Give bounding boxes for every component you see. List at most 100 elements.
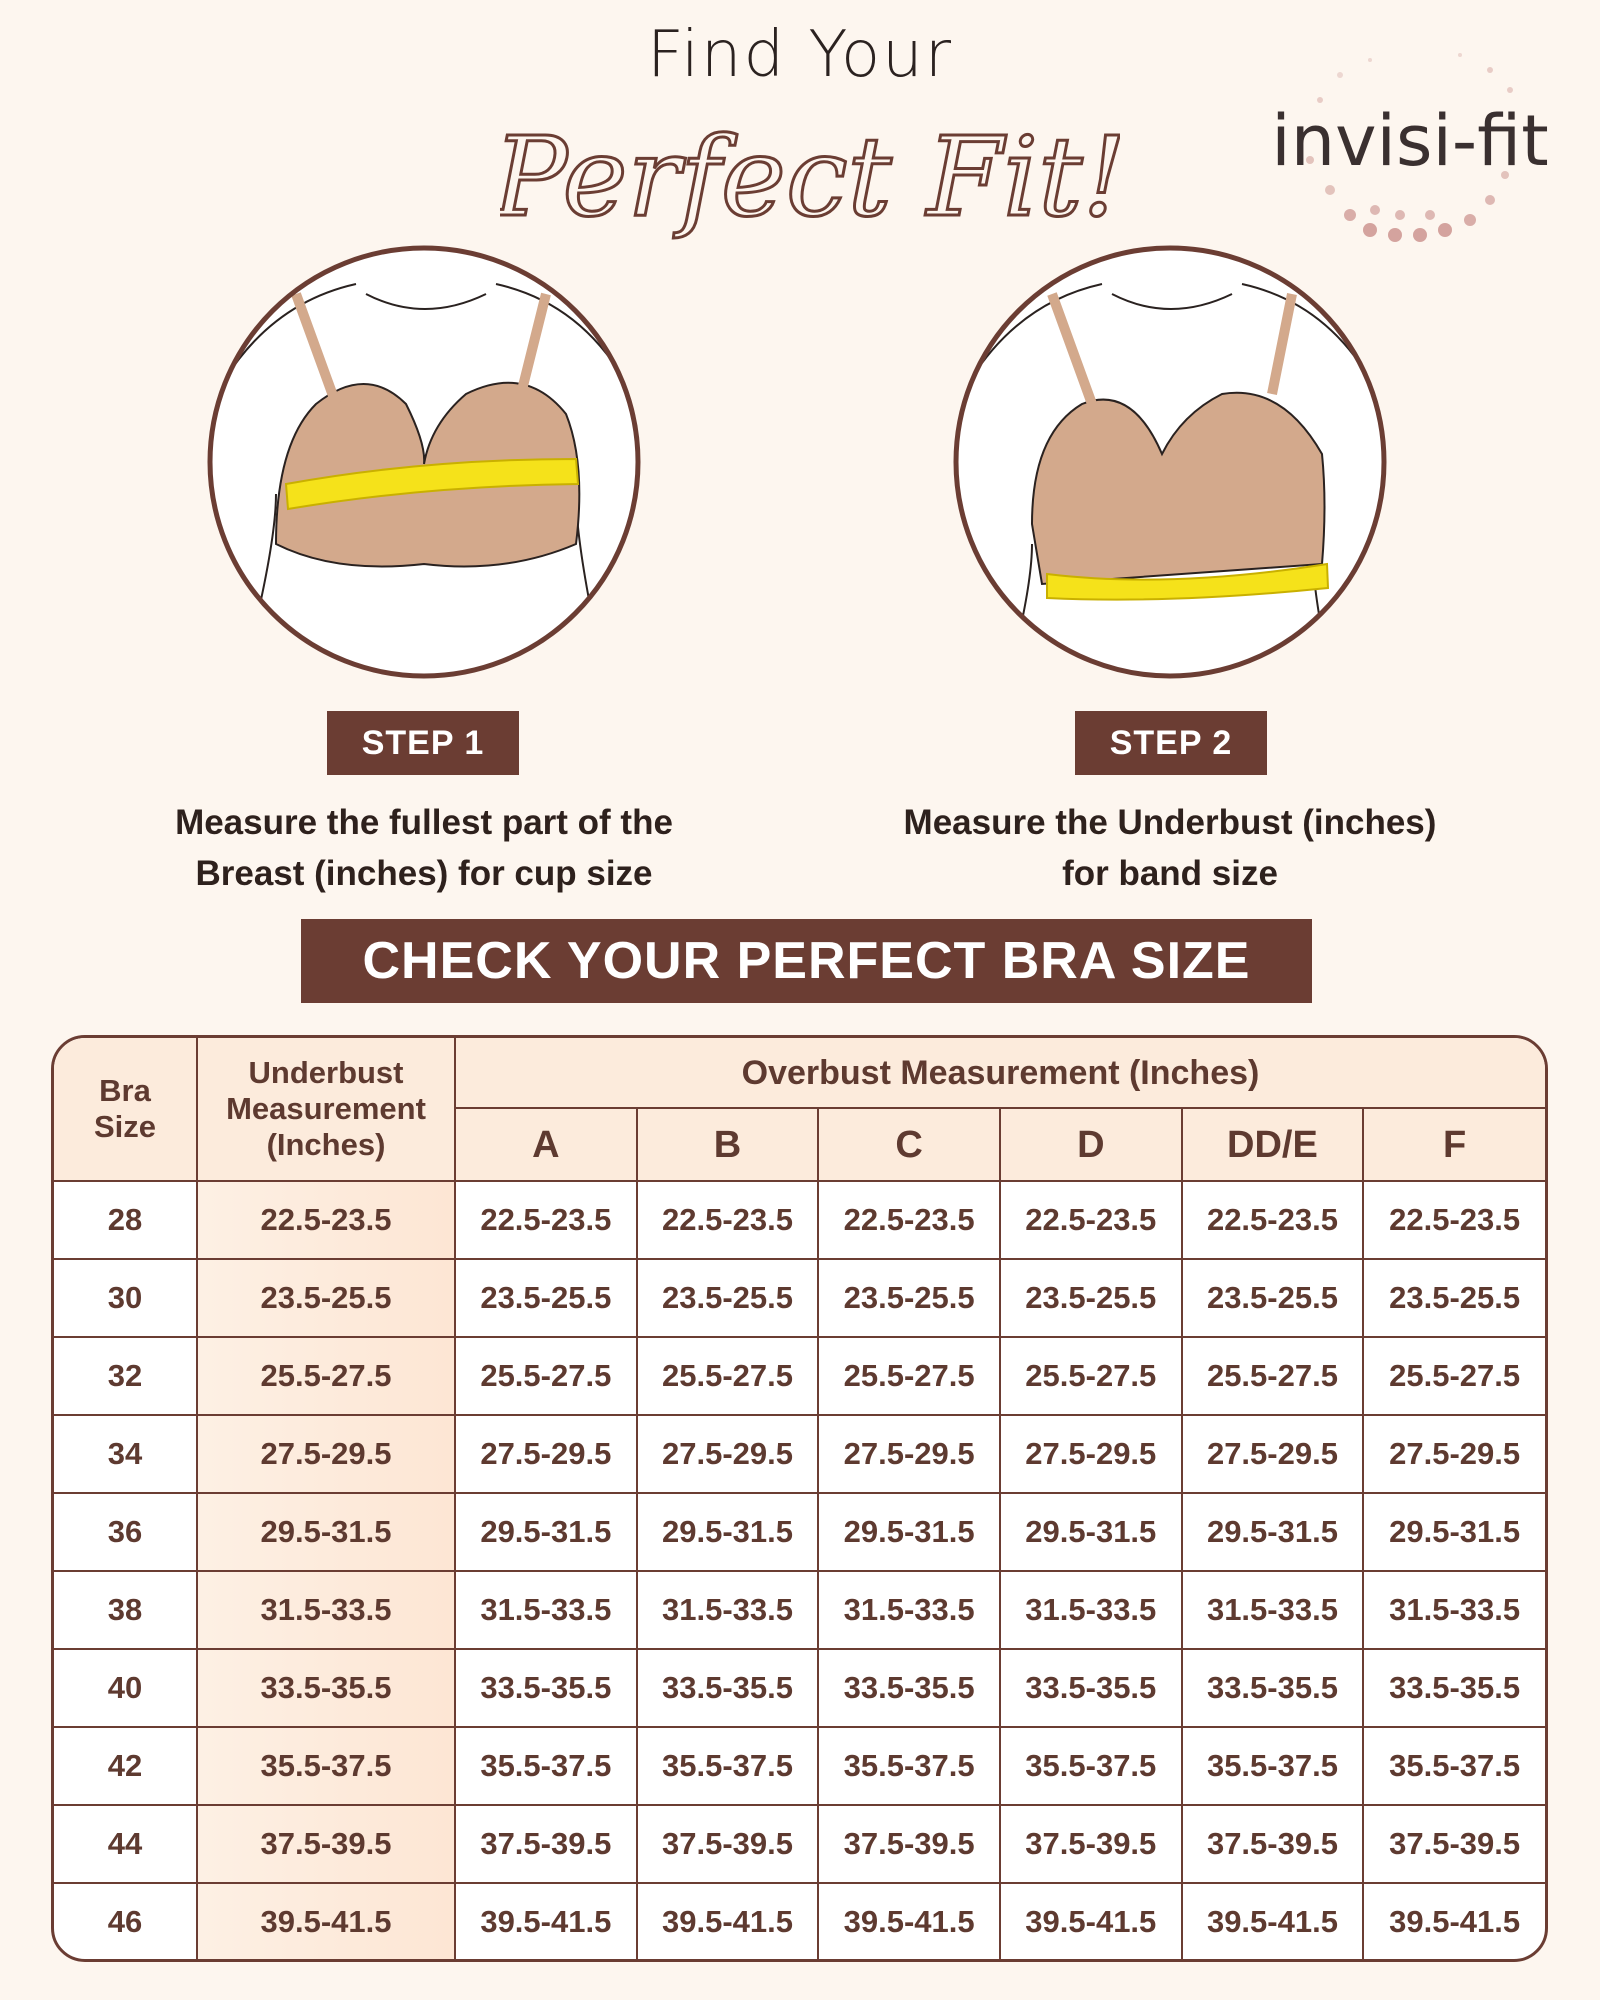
step-2-badge: STEP 2	[1075, 711, 1267, 775]
overbust-cell: 22.5-23.5	[998, 1180, 1183, 1260]
overbust-cell: 29.5-31.5	[998, 1492, 1183, 1572]
bra-size-cell: 28	[54, 1180, 198, 1260]
overbust-cell: 39.5-41.5	[817, 1882, 1001, 1959]
bra-size-cell: 36	[54, 1492, 198, 1572]
overbust-cell: 31.5-33.5	[1362, 1570, 1545, 1650]
bra-size-cell: 34	[54, 1414, 198, 1494]
step-2-line-1: Measure the Underbust (inches)	[903, 803, 1437, 842]
overbust-cell: 22.5-23.5	[635, 1180, 820, 1260]
table-row: 46 39.5-41.5 39.5-41.5 39.5-41.5 39.5-41.5 39…	[54, 1882, 1545, 1959]
overbust-cell: 25.5-27.5	[998, 1336, 1183, 1416]
overbust-cell: 25.5-27.5	[817, 1336, 1001, 1416]
step-2-description: Measure the Underbust (inches) for band …	[810, 797, 1530, 899]
size-chart-table: Bra Size Underbust Measurement (Inches) …	[51, 1035, 1548, 1962]
underbust-cell: 25.5-27.5	[196, 1336, 456, 1416]
logo-text: invisi-fit	[1271, 100, 1548, 182]
step-1-line-1: Measure the fullest part of the	[175, 803, 673, 842]
overbust-cell: 37.5-39.5	[454, 1804, 638, 1884]
overbust-cell: 22.5-23.5	[454, 1180, 638, 1260]
underbust-cell: 31.5-33.5	[196, 1570, 456, 1650]
overbust-cell: 33.5-35.5	[1362, 1648, 1545, 1728]
header-cup-d: D	[998, 1107, 1183, 1182]
table-row: 40 33.5-35.5 33.5-35.5 33.5-35.5 33.5-35.5 33…	[54, 1648, 1545, 1728]
overbust-cell: 25.5-27.5	[1362, 1336, 1545, 1416]
table-row: 28 22.5-23.5 22.5-23.5 22.5-23.5 22.5-23.5 22…	[54, 1180, 1545, 1260]
overbust-cell: 29.5-31.5	[454, 1492, 638, 1572]
step-1-badge: STEP 1	[327, 711, 519, 775]
overbust-cell: 22.5-23.5	[817, 1180, 1001, 1260]
overbust-cell: 37.5-39.5	[998, 1804, 1183, 1884]
brand-logo: invisi-fit	[1271, 53, 1549, 242]
overbust-cell: 25.5-27.5	[635, 1336, 820, 1416]
overbust-cell: 39.5-41.5	[1362, 1882, 1545, 1959]
overbust-cell: 23.5-25.5	[998, 1258, 1183, 1338]
overbust-cell: 33.5-35.5	[817, 1648, 1001, 1728]
overbust-cell: 29.5-31.5	[1362, 1492, 1545, 1572]
underbust-cell: 29.5-31.5	[196, 1492, 456, 1572]
bra-size-cell: 32	[54, 1336, 198, 1416]
overbust-cell: 35.5-37.5	[998, 1726, 1183, 1806]
overbust-cell: 31.5-33.5	[635, 1570, 820, 1650]
overbust-cell: 35.5-37.5	[1180, 1726, 1365, 1806]
title-script-text: Perfect Fit!	[500, 113, 1120, 241]
logo-dots-decoration	[1306, 53, 1513, 242]
bra-size-cell: 30	[54, 1258, 198, 1338]
header-cup-c: C	[817, 1107, 1001, 1182]
overbust-cell: 27.5-29.5	[817, 1414, 1001, 1494]
underbust-cell: 22.5-23.5	[196, 1180, 456, 1260]
header-overbust: Overbust Measurement (Inches)	[454, 1038, 1545, 1109]
underbust-cell: 39.5-41.5	[196, 1882, 456, 1959]
overbust-cell: 31.5-33.5	[1180, 1570, 1365, 1650]
overbust-cell: 37.5-39.5	[635, 1804, 820, 1884]
overbust-cell: 37.5-39.5	[1180, 1804, 1365, 1884]
step-1-illustration	[207, 245, 641, 679]
title-script: Perfect Fit!	[500, 112, 1120, 243]
overbust-cell: 23.5-25.5	[454, 1258, 638, 1338]
table-row: 44 37.5-39.5 37.5-39.5 37.5-39.5 37.5-39.5 37…	[54, 1804, 1545, 1884]
overbust-cell: 33.5-35.5	[998, 1648, 1183, 1728]
table-row: 32 25.5-27.5 25.5-27.5 25.5-27.5 25.5-27.5 25…	[54, 1336, 1545, 1416]
overbust-cell: 35.5-37.5	[635, 1726, 820, 1806]
overbust-cell: 39.5-41.5	[998, 1882, 1183, 1959]
overbust-cell: 35.5-37.5	[817, 1726, 1001, 1806]
overbust-cell: 39.5-41.5	[454, 1882, 638, 1959]
bra-size-cell: 44	[54, 1804, 198, 1884]
step-1-line-2: Breast (inches) for cup size	[195, 854, 653, 893]
overbust-cell: 33.5-35.5	[454, 1648, 638, 1728]
overbust-cell: 23.5-25.5	[817, 1258, 1001, 1338]
overbust-cell: 22.5-23.5	[1180, 1180, 1365, 1260]
table-row: 36 29.5-31.5 29.5-31.5 29.5-31.5 29.5-31.5 29…	[54, 1492, 1545, 1572]
table-row: 38 31.5-33.5 31.5-33.5 31.5-33.5 31.5-33.5 31…	[54, 1570, 1545, 1650]
overbust-cell: 31.5-33.5	[998, 1570, 1183, 1650]
overbust-cell: 29.5-31.5	[1180, 1492, 1365, 1572]
overbust-cell: 33.5-35.5	[635, 1648, 820, 1728]
overbust-cell: 27.5-29.5	[635, 1414, 820, 1494]
overbust-cell: 29.5-31.5	[635, 1492, 820, 1572]
title-line-1: Find Your	[646, 18, 954, 92]
overbust-cell: 35.5-37.5	[454, 1726, 638, 1806]
step-2-line-2: for band size	[1062, 854, 1278, 893]
overbust-cell: 31.5-33.5	[454, 1570, 638, 1650]
underbust-cell: 37.5-39.5	[196, 1804, 456, 1884]
overbust-cell: 39.5-41.5	[635, 1882, 820, 1959]
overbust-cell: 27.5-29.5	[454, 1414, 638, 1494]
bra-size-cell: 40	[54, 1648, 198, 1728]
overbust-cell: 27.5-29.5	[1180, 1414, 1365, 1494]
underbust-cell: 27.5-29.5	[196, 1414, 456, 1494]
overbust-cell: 27.5-29.5	[998, 1414, 1183, 1494]
underbust-cell: 33.5-35.5	[196, 1648, 456, 1728]
overbust-cell: 31.5-33.5	[817, 1570, 1001, 1650]
overbust-cell: 37.5-39.5	[1362, 1804, 1545, 1884]
bra-size-cell: 42	[54, 1726, 198, 1806]
header-cup-f: F	[1362, 1107, 1545, 1182]
underbust-cell: 23.5-25.5	[196, 1258, 456, 1338]
table-row: 42 35.5-37.5 35.5-37.5 35.5-37.5 35.5-37.5 35…	[54, 1726, 1545, 1806]
section-banner: CHECK YOUR PERFECT BRA SIZE	[301, 919, 1312, 1003]
overbust-cell: 27.5-29.5	[1362, 1414, 1545, 1494]
bra-size-cell: 38	[54, 1570, 198, 1650]
overbust-cell: 22.5-23.5	[1362, 1180, 1545, 1260]
overbust-cell: 33.5-35.5	[1180, 1648, 1365, 1728]
overbust-cell: 23.5-25.5	[635, 1258, 820, 1338]
bra-size-cell: 46	[54, 1882, 198, 1959]
table-row: 30 23.5-25.5 23.5-25.5 23.5-25.5 23.5-25.5 23…	[54, 1258, 1545, 1338]
